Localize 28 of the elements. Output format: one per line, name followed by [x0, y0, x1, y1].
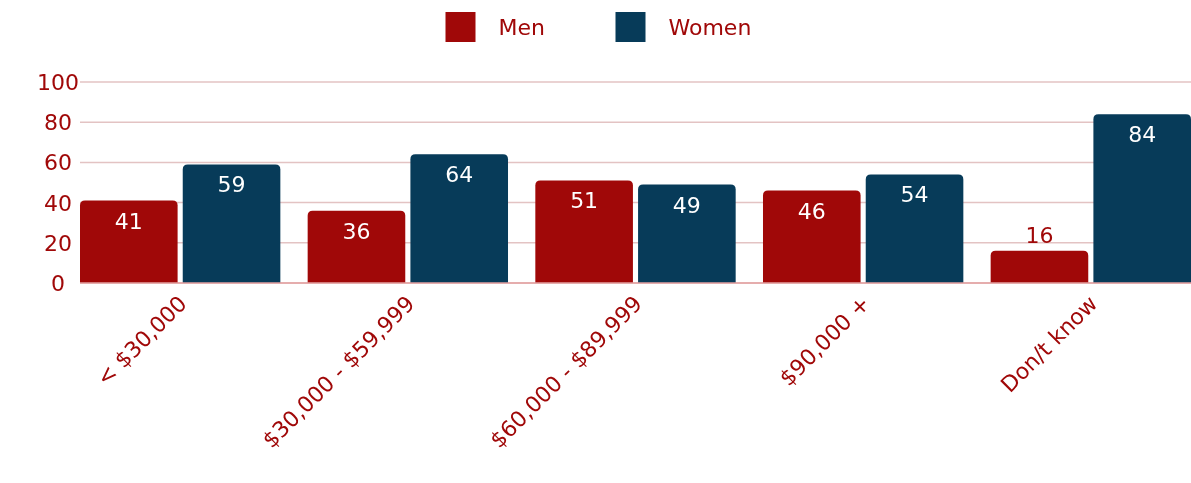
legend-label: Men: [498, 15, 545, 40]
bar: [410, 154, 509, 283]
bar: [638, 184, 736, 283]
data-label: 46: [797, 198, 826, 224]
data-label: 64: [445, 162, 474, 188]
y-tick-label: 0: [51, 271, 65, 296]
bar: [990, 250, 1089, 283]
data-label: 41: [114, 208, 143, 234]
bar: [762, 190, 861, 283]
data-label: 16: [1025, 222, 1054, 248]
bar: [80, 200, 178, 283]
legend-label: Women: [668, 15, 752, 40]
bar: [1093, 114, 1191, 283]
data-label: 51: [570, 188, 599, 214]
y-tick-label: 80: [44, 110, 72, 136]
data-label: 59: [217, 172, 246, 198]
data-label: 36: [342, 218, 371, 244]
y-tick-label: 40: [44, 190, 72, 216]
bar: [535, 180, 633, 283]
bar: [307, 210, 406, 283]
data-label: 49: [672, 192, 701, 218]
data-label: 84: [1128, 122, 1157, 148]
bar: [865, 174, 964, 283]
bar: [182, 164, 281, 283]
y-tick-label: 20: [44, 230, 72, 256]
data-label: 54: [900, 182, 929, 208]
y-tick-label: 60: [44, 150, 72, 176]
y-tick-label: 100: [37, 70, 79, 95]
